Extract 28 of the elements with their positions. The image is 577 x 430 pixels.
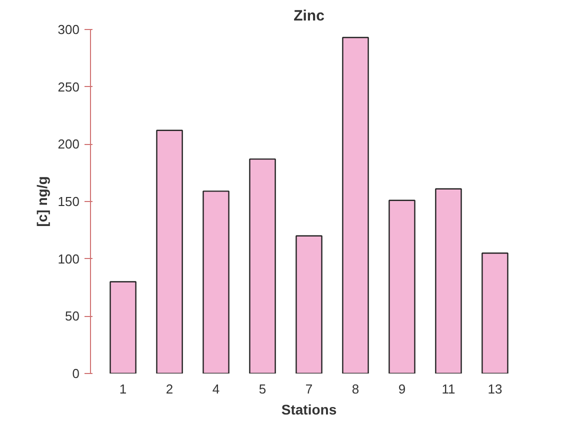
- x-tick-label: 13: [488, 382, 502, 396]
- bar: [342, 36, 369, 374]
- bar: [388, 200, 416, 374]
- y-tick-label: 150: [58, 194, 80, 209]
- y-tick-label: 200: [58, 136, 80, 152]
- x-tick-label: 1: [119, 382, 127, 396]
- x-tick-label: 2: [166, 382, 174, 396]
- x-tick-label: 4: [212, 382, 220, 396]
- x-tick-label: 9: [398, 382, 406, 396]
- x-tick-label: 11: [442, 382, 456, 396]
- bar: [110, 281, 136, 374]
- y-axis-title: [c] ng/g: [34, 176, 50, 227]
- y-tick-label: 50: [65, 308, 80, 324]
- x-tick-label: 7: [305, 382, 313, 396]
- y-tick-label: 300: [58, 22, 80, 37]
- bar: [482, 252, 508, 374]
- bar: [435, 188, 462, 374]
- bar: [249, 158, 276, 374]
- bar: [156, 130, 183, 374]
- chart-title: Zinc: [294, 8, 324, 24]
- x-axis-title: Stations: [281, 402, 337, 418]
- x-tick-label: 5: [258, 382, 266, 396]
- bar: [202, 190, 230, 374]
- y-tick-label: 250: [58, 79, 80, 94]
- y-tick-label: 100: [58, 251, 80, 266]
- y-tick-label: 0: [72, 366, 80, 381]
- x-tick-label: 8: [352, 382, 360, 396]
- bar: [296, 235, 322, 374]
